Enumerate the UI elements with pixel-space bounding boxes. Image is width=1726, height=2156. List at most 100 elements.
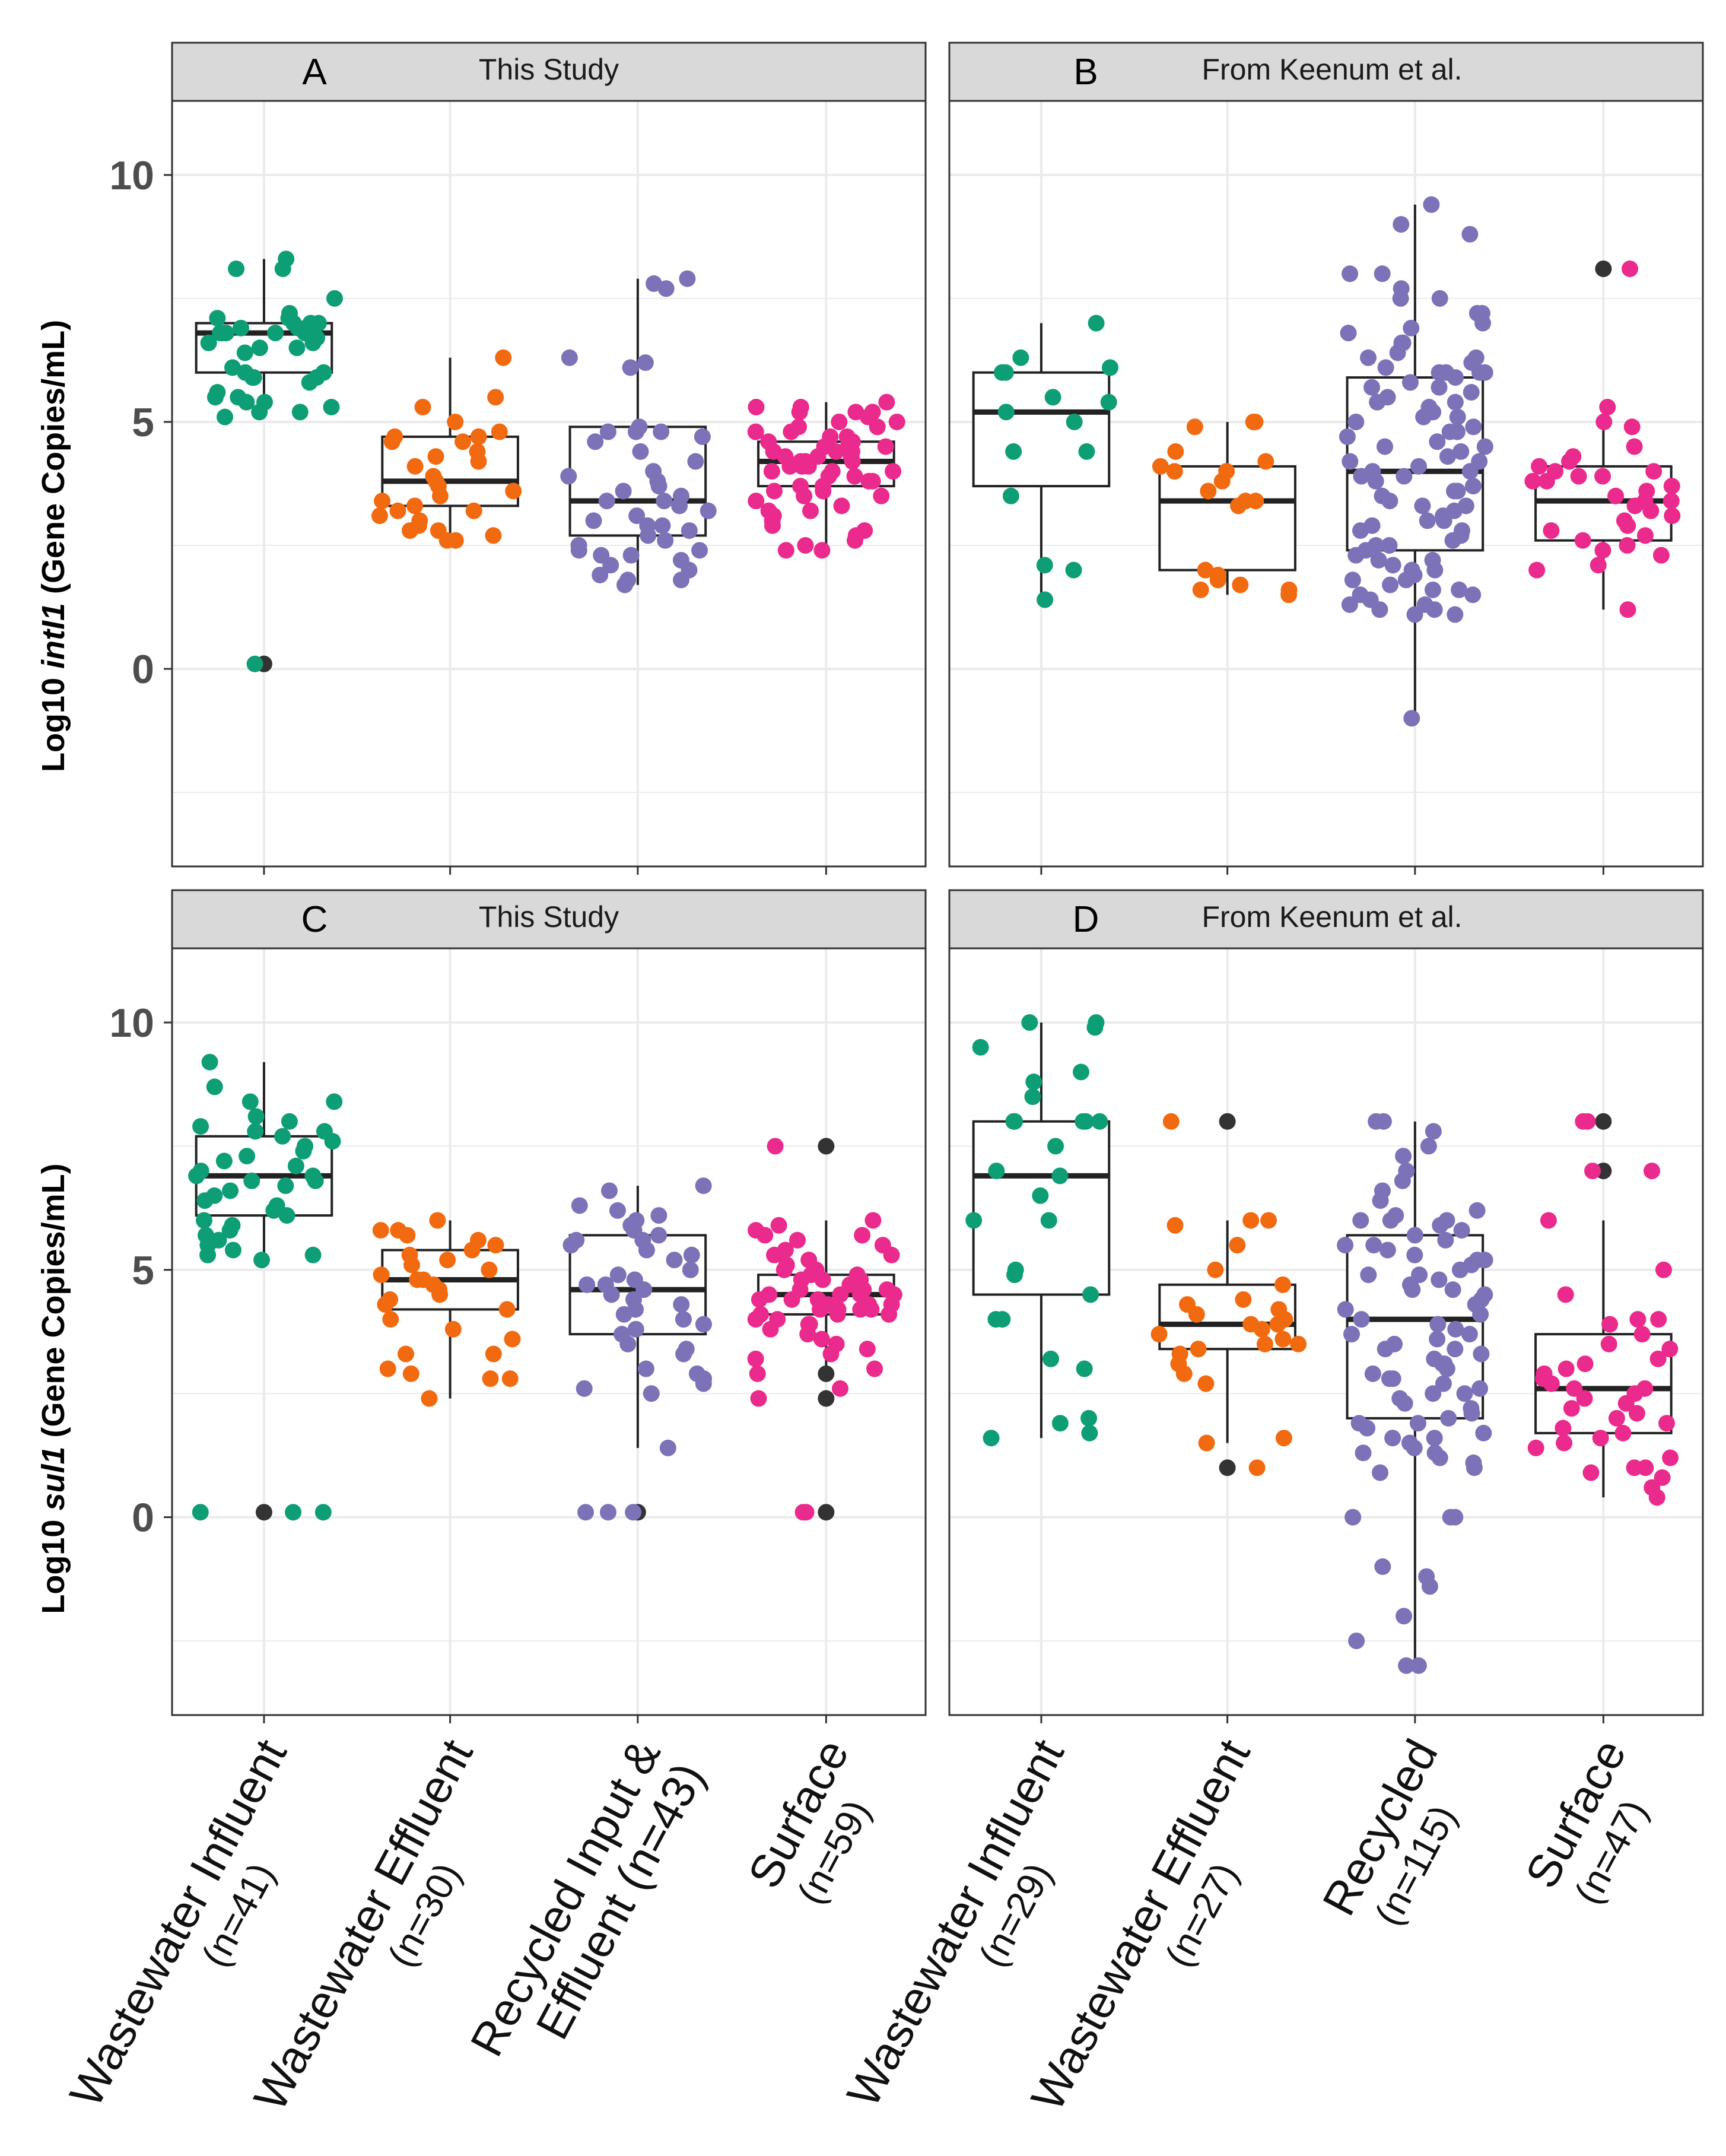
data-point	[828, 443, 845, 460]
data-point	[1384, 557, 1401, 574]
panel-D: D From Keenum et al.	[948, 889, 1704, 1723]
data-point	[760, 433, 777, 450]
data-point	[1467, 349, 1485, 366]
data-point	[1623, 418, 1641, 436]
data-point	[609, 1266, 627, 1284]
data-point	[1290, 1335, 1307, 1352]
panel-C: C This Study 0 5 10	[109, 889, 927, 1723]
data-point	[291, 404, 309, 421]
data-point	[748, 493, 765, 510]
data-point	[1654, 1469, 1671, 1486]
data-point	[1563, 1400, 1580, 1417]
data-point	[1393, 216, 1410, 233]
category-4	[1524, 260, 1681, 618]
data-point	[1538, 472, 1555, 490]
data-point	[1650, 1311, 1667, 1328]
data-point	[1025, 1074, 1042, 1091]
data-point	[427, 448, 444, 465]
data-point	[324, 1133, 341, 1150]
data-point	[214, 325, 231, 342]
y-tick-label: 5	[132, 1248, 154, 1293]
data-point	[635, 1281, 653, 1298]
data-point	[1076, 1360, 1093, 1377]
data-point	[314, 1504, 332, 1521]
data-point	[1664, 507, 1681, 525]
data-point	[285, 1504, 302, 1521]
data-point	[1036, 557, 1053, 574]
data-point	[224, 359, 241, 376]
data-point	[1449, 408, 1466, 426]
data-point	[1645, 463, 1663, 480]
data-point	[1432, 1217, 1449, 1234]
data-point	[1473, 1345, 1490, 1363]
data-point	[482, 1370, 499, 1387]
data-point	[1372, 1192, 1389, 1209]
data-point	[1100, 393, 1117, 411]
data-point	[1437, 1231, 1454, 1249]
data-point	[829, 1301, 847, 1318]
data-point	[1101, 359, 1118, 376]
data-point	[1406, 606, 1423, 623]
data-point	[597, 1276, 614, 1293]
data-point	[431, 1286, 449, 1303]
data-point	[1451, 1261, 1468, 1278]
data-point	[431, 487, 449, 504]
data-point	[1557, 1360, 1575, 1377]
data-point	[239, 1148, 256, 1165]
data-point	[1649, 1350, 1667, 1367]
data-point	[1175, 1365, 1193, 1382]
data-point	[1396, 468, 1413, 485]
data-point	[288, 339, 306, 357]
data-point	[1401, 374, 1419, 391]
data-point	[382, 1311, 399, 1328]
data-point	[1377, 438, 1394, 455]
data-point	[656, 493, 673, 510]
panel-border	[948, 947, 1704, 1716]
data-point	[1091, 1113, 1108, 1130]
data-point	[491, 423, 508, 440]
data-point	[267, 325, 284, 342]
data-point	[1607, 487, 1625, 504]
data-point	[815, 482, 832, 500]
data-point	[238, 393, 255, 411]
data-point	[1451, 581, 1468, 598]
data-point	[1543, 522, 1560, 539]
data-point	[672, 571, 689, 589]
data-point	[1425, 1123, 1442, 1140]
data-point	[1257, 453, 1274, 470]
data-point	[619, 1335, 637, 1352]
data-point	[888, 413, 905, 430]
data-point	[1456, 1385, 1473, 1402]
data-point	[1439, 448, 1456, 465]
data-point	[1444, 1281, 1461, 1298]
data-point	[1352, 522, 1369, 539]
data-point	[1429, 1316, 1447, 1333]
data-point	[1531, 458, 1548, 475]
data-point	[1197, 561, 1214, 579]
data-point	[751, 1291, 768, 1308]
data-point	[323, 399, 340, 415]
data-point	[1628, 1405, 1645, 1422]
data-point	[1527, 1439, 1544, 1456]
data-point	[1077, 1113, 1094, 1130]
data-point	[1471, 1380, 1489, 1397]
data-point	[201, 1053, 218, 1071]
data-point	[1560, 453, 1578, 470]
data-point	[571, 1197, 588, 1214]
data-point	[777, 542, 794, 559]
data-point	[1341, 596, 1358, 613]
data-point	[997, 404, 1015, 421]
data-point	[1042, 1350, 1060, 1367]
data-point	[1248, 1459, 1266, 1477]
data-point	[1440, 1409, 1457, 1427]
data-point	[1229, 1237, 1246, 1254]
data-point	[765, 482, 783, 500]
panel-title: From Keenum et al.	[1201, 900, 1462, 933]
data-point	[1431, 290, 1448, 307]
data-point	[274, 260, 291, 277]
data-point	[192, 1504, 209, 1521]
data-point	[866, 1360, 883, 1377]
data-point	[682, 1261, 699, 1278]
data-point	[1600, 1335, 1617, 1352]
data-point	[695, 1316, 712, 1333]
